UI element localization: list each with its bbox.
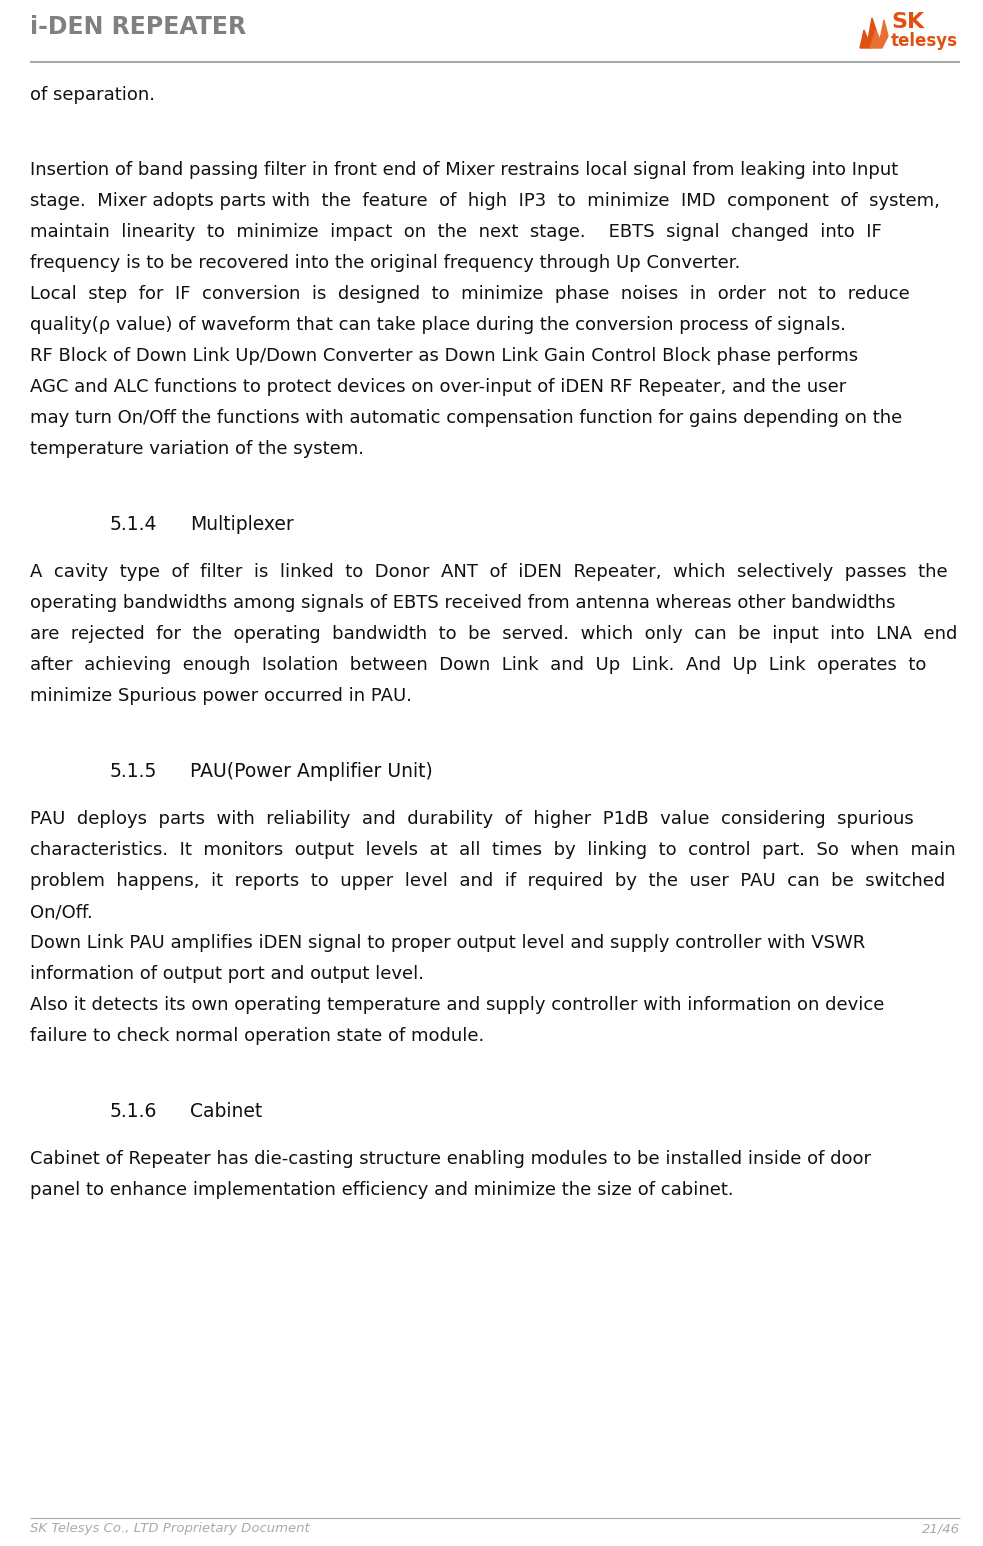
Text: RF Block of Down Link Up/Down Converter as Down Link Gain Control Block phase pe: RF Block of Down Link Up/Down Converter … [30, 346, 858, 365]
Text: i-DEN REPEATER: i-DEN REPEATER [30, 15, 246, 39]
Text: quality(ρ value) of waveform that can take place during the conversion process o: quality(ρ value) of waveform that can ta… [30, 315, 846, 334]
Text: Also it detects its own operating temperature and supply controller with informa: Also it detects its own operating temper… [30, 997, 885, 1014]
Text: Cabinet of Repeater has die-casting structure enabling modules to be installed i: Cabinet of Repeater has die-casting stru… [30, 1150, 871, 1169]
Text: are  rejected  for  the  operating  bandwidth  to  be  served.  which  only  can: are rejected for the operating bandwidth… [30, 625, 957, 643]
Text: may turn On/Off the functions with automatic compensation function for gains dep: may turn On/Off the functions with autom… [30, 410, 902, 427]
Text: On/Off.: On/Off. [30, 903, 92, 921]
Text: failure to check normal operation state of module.: failure to check normal operation state … [30, 1028, 485, 1045]
Text: stage.  Mixer adopts parts with  the  feature  of  high  IP3  to  minimize  IMD : stage. Mixer adopts parts with the featu… [30, 192, 940, 210]
Text: operating bandwidths among signals of EBTS received from antenna whereas other b: operating bandwidths among signals of EB… [30, 594, 896, 612]
Text: Insertion of band passing filter in front end of Mixer restrains local signal fr: Insertion of band passing filter in fron… [30, 161, 898, 178]
Text: SK Telesys Co., LTD Proprietary Document: SK Telesys Co., LTD Proprietary Document [30, 1521, 310, 1535]
Text: Local  step  for  IF  conversion  is  designed  to  minimize  phase  noises  in : Local step for IF conversion is designed… [30, 284, 909, 303]
Text: Cabinet: Cabinet [190, 1102, 262, 1121]
Text: AGC and ALC functions to protect devices on over-input of iDEN RF Repeater, and : AGC and ALC functions to protect devices… [30, 377, 846, 396]
Text: problem  happens,  it  reports  to  upper  level  and  if  required  by  the  us: problem happens, it reports to upper lev… [30, 872, 946, 890]
Text: panel to enhance implementation efficiency and minimize the size of cabinet.: panel to enhance implementation efficien… [30, 1181, 733, 1200]
Text: maintain  linearity  to  minimize  impact  on  the  next  stage.    EBTS  signal: maintain linearity to minimize impact on… [30, 223, 882, 241]
Text: temperature variation of the system.: temperature variation of the system. [30, 441, 364, 458]
Text: 5.1.6: 5.1.6 [110, 1102, 157, 1121]
Text: telesys: telesys [891, 32, 958, 49]
Text: SK: SK [891, 12, 924, 32]
Text: information of output port and output level.: information of output port and output le… [30, 965, 424, 983]
Text: frequency is to be recovered into the original frequency through Up Converter.: frequency is to be recovered into the or… [30, 254, 740, 272]
Text: minimize Spurious power occurred in PAU.: minimize Spurious power occurred in PAU. [30, 686, 412, 705]
Text: PAU(Power Amplifier Unit): PAU(Power Amplifier Unit) [190, 762, 433, 781]
Text: characteristics.  It  monitors  output  levels  at  all  times  by  linking  to : characteristics. It monitors output leve… [30, 841, 955, 860]
Text: 5.1.4: 5.1.4 [110, 515, 157, 533]
Polygon shape [860, 19, 876, 48]
Text: Down Link PAU amplifies iDEN signal to proper output level and supply controller: Down Link PAU amplifies iDEN signal to p… [30, 934, 865, 952]
Text: 5.1.5: 5.1.5 [110, 762, 157, 781]
Text: 21/46: 21/46 [922, 1521, 960, 1535]
Text: PAU  deploys  parts  with  reliability  and  durability  of  higher  P1dB  value: PAU deploys parts with reliability and d… [30, 810, 914, 829]
Text: after  achieving  enough  Isolation  between  Down  Link  and  Up  Link.  And  U: after achieving enough Isolation between… [30, 656, 926, 674]
Polygon shape [870, 20, 888, 48]
Text: of separation.: of separation. [30, 87, 155, 104]
Text: A  cavity  type  of  filter  is  linked  to  Donor  ANT  of  iDEN  Repeater,  wh: A cavity type of filter is linked to Don… [30, 563, 948, 581]
Text: Multiplexer: Multiplexer [190, 515, 294, 533]
